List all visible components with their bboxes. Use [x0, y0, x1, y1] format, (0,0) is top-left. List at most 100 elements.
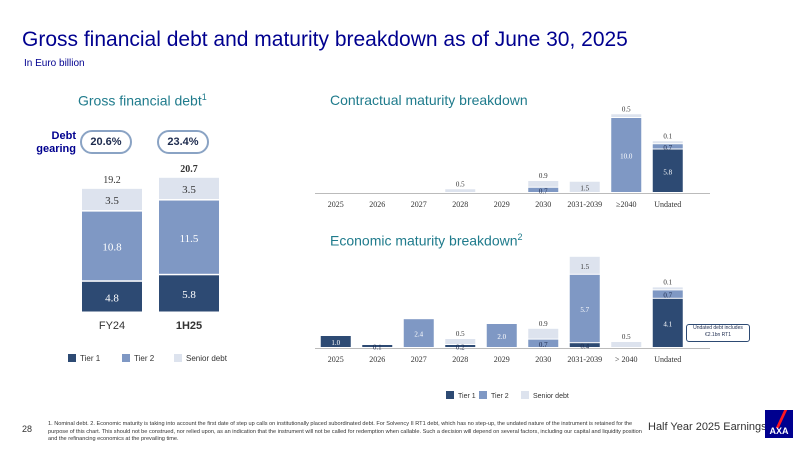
contractual-label-8-1: 0.7	[663, 144, 672, 152]
bar-label-fy24-0: 4.8	[105, 292, 119, 304]
economic-label-8-2: 0.1	[663, 278, 672, 286]
contractual-category-0: 2025	[328, 200, 344, 209]
contractual-label-5-1: 0.7	[539, 187, 548, 195]
contractual-title: Contractual maturity breakdown	[330, 92, 528, 108]
bar-fy24-0	[82, 281, 142, 312]
contractual-bar-7-1	[611, 118, 642, 192]
axa-logo: AXA	[765, 410, 793, 438]
economic-label-5-1: 0.7	[539, 341, 548, 349]
contractual-bar-3-2	[445, 189, 476, 192]
contractual-bar-5-2	[528, 181, 559, 187]
contractual-bar-8-2	[652, 141, 683, 144]
gross-legend-swatch-0	[68, 354, 76, 362]
economic-legend-label-2: Senior debt	[533, 393, 569, 400]
economic-label-1-0: 0.1	[373, 344, 382, 352]
contractual-category-8: Undated	[654, 200, 681, 209]
economic-bar-8-1	[652, 290, 683, 298]
contractual-category-5: 2030	[535, 200, 551, 209]
contractual-bar-6-2	[569, 181, 600, 192]
economic-legend-swatch-0	[446, 391, 454, 399]
contractual-category-1: 2026	[369, 200, 385, 209]
contractual-label-8-0: 5.8	[663, 168, 672, 176]
gearing-1h25: 23.4%	[157, 130, 209, 154]
economic-label-2-1: 2.4	[414, 331, 423, 339]
economic-bar-0-0	[320, 336, 351, 347]
economic-label-6-1: 5.7	[580, 306, 589, 314]
contractual-category-2: 2027	[411, 200, 427, 209]
economic-bar-7-2	[611, 342, 642, 347]
total-label-1h25: 20.7	[180, 164, 198, 175]
economic-title-sup: 2	[517, 232, 523, 242]
contractual-label-5-2: 0.9	[539, 172, 548, 180]
economic-label-0-0: 1.0	[331, 339, 340, 347]
economic-bar-1-0	[362, 345, 393, 347]
contractual-bar-5-1	[528, 187, 559, 192]
economic-bar-8-0	[652, 298, 683, 347]
gross-legend-swatch-2	[174, 354, 182, 362]
gross-debt-title-text: Gross financial debt	[78, 92, 202, 109]
economic-bar-3-2	[445, 339, 476, 344]
bar-1h25-2	[159, 177, 219, 200]
economic-bar-4-1	[486, 324, 517, 347]
economic-bar-6-2	[569, 256, 600, 274]
economic-legend-label-0: Tier 1	[458, 393, 476, 400]
contractual-category-7: ≥2040	[616, 200, 636, 209]
economic-label-3-2: 0.5	[456, 330, 465, 338]
contractual-category-4: 2029	[494, 200, 510, 209]
bar-label-fy24-2: 3.5	[105, 195, 119, 207]
economic-bar-8-2	[652, 287, 683, 290]
economic-legend-label-1: Tier 2	[491, 393, 509, 400]
economic-title-text: Economic maturity breakdown	[330, 232, 518, 249]
economic-label-7-2: 0.5	[622, 333, 631, 341]
economic-category-6: 2031-2039	[567, 355, 602, 364]
economic-category-5: 2030	[535, 355, 551, 364]
gross-legend-label-1: Tier 2	[134, 354, 155, 363]
bar-label-1h25-0: 5.8	[182, 289, 196, 301]
economic-label-6-2: 1.5	[580, 263, 589, 271]
economic-category-0: 2025	[328, 355, 344, 364]
category-label-fy24: FY24	[99, 320, 125, 332]
contractual-bar-7-2	[611, 114, 642, 117]
contractual-label-7-2: 0.5	[622, 105, 631, 113]
category-label-1h25: 1H25	[176, 320, 202, 332]
economic-label-8-0: 4.1	[663, 320, 672, 328]
bar-label-1h25-2: 3.5	[182, 184, 196, 196]
bar-fy24-2	[82, 188, 142, 211]
gross-debt-title: Gross financial debt1	[78, 92, 207, 109]
gross-legend-swatch-1	[122, 354, 130, 362]
economic-bar-6-0	[569, 343, 600, 347]
contractual-label-6-2: 1.5	[580, 184, 589, 192]
bar-label-fy24-1: 10.8	[102, 242, 122, 254]
economic-legend-swatch-2	[521, 391, 529, 399]
contractual-category-6: 2031-2039	[567, 200, 602, 209]
brand-text: Half Year 2025 Earnings	[648, 421, 767, 433]
page-number: 28	[22, 424, 33, 434]
economic-label-5-2: 0.9	[539, 320, 548, 328]
axa-logo-text: AXA	[769, 426, 789, 436]
page-title: Gross financial debt and maturity breakd…	[22, 28, 628, 51]
footnote: 1. Nominal debt. 2. Economic maturity is…	[48, 421, 642, 442]
contractual-label-3-2: 0.5	[456, 180, 465, 188]
undated-note: Undated debt includes €2.1bn RT1	[686, 324, 750, 342]
economic-category-3: 2028	[452, 355, 468, 364]
economic-label-3-0: 0.2	[456, 344, 465, 352]
debt-gearing-label: Debt gearing	[36, 130, 76, 155]
contractual-label-8-2: 0.1	[663, 132, 672, 140]
economic-bar-5-1	[528, 339, 559, 347]
economic-label-4-1: 2.0	[497, 333, 506, 341]
gearing-fy24: 20.6%	[80, 130, 132, 154]
economic-bar-5-2	[528, 328, 559, 339]
gross-legend-label-0: Tier 1	[80, 354, 101, 363]
economic-category-4: 2029	[494, 355, 510, 364]
economic-legend-swatch-1	[479, 391, 487, 399]
total-label-fy24: 19.2	[103, 175, 121, 186]
bar-fy24-1	[82, 211, 142, 281]
contractual-bar-8-1	[652, 144, 683, 149]
economic-label-6-0: 0.4	[580, 343, 589, 351]
page-subtitle: In Euro billion	[24, 58, 85, 69]
economic-category-2: 2027	[411, 355, 427, 364]
economic-category-1: 2026	[369, 355, 385, 364]
bar-1h25-0	[159, 275, 219, 312]
bar-label-1h25-1: 11.5	[180, 233, 199, 245]
economic-category-8: Undated	[654, 355, 681, 364]
